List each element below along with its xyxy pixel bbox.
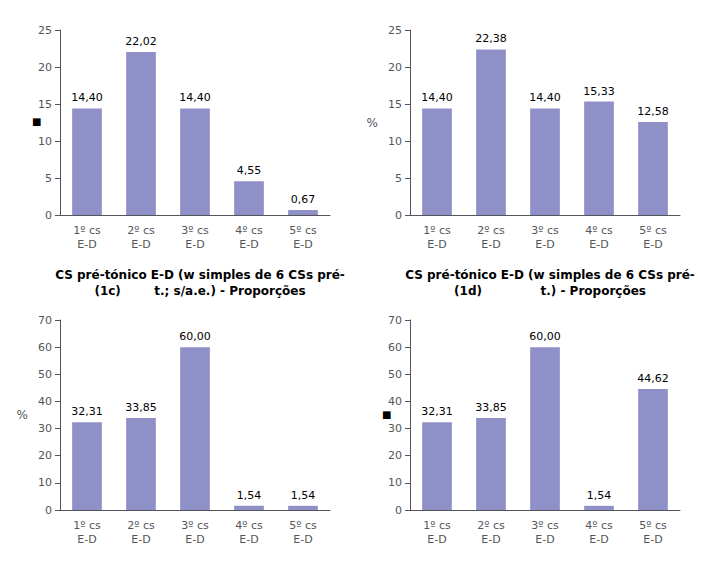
svg-text:CS pré-tónico E-D (w simples d: CS pré-tónico E-D (w simples de 6 CSs pr… [55,268,345,282]
svg-text:2º cs: 2º cs [127,224,155,237]
svg-text:2º cs: 2º cs [477,224,505,237]
svg-text:4,55: 4,55 [237,164,262,177]
svg-text:E-D: E-D [293,533,312,546]
svg-text:1º cs: 1º cs [73,224,101,237]
svg-text:5º cs: 5º cs [289,224,317,237]
svg-text:15,33: 15,33 [583,85,615,98]
svg-text:(1c) t.; s/a.e.) - Prop: (1c) t.; s/a.e.) - Proporções [94,284,305,298]
svg-text:E-D: E-D [481,238,500,251]
svg-text:60,00: 60,00 [179,330,211,343]
svg-text:3º cs: 3º cs [181,519,209,532]
svg-text:14,40: 14,40 [71,91,103,104]
svg-text:5: 5 [45,172,52,185]
svg-text:E-D: E-D [185,533,204,546]
svg-text:70: 70 [388,314,402,327]
svg-text:5º cs: 5º cs [639,519,667,532]
svg-text:10: 10 [38,135,52,148]
svg-text:30: 30 [388,422,402,435]
svg-text:■: ■ [32,116,41,127]
svg-text:14,40: 14,40 [529,91,561,104]
svg-text:E-D: E-D [185,238,204,251]
svg-text:E-D: E-D [643,238,662,251]
svg-text:44,62: 44,62 [637,372,669,385]
svg-text:E-D: E-D [427,533,446,546]
svg-text:33,85: 33,85 [475,401,507,414]
svg-text:2º cs: 2º cs [127,519,155,532]
svg-text:60: 60 [38,341,52,354]
svg-text:20: 20 [38,61,52,74]
svg-text:5º cs: 5º cs [289,519,317,532]
svg-text:10: 10 [38,476,52,489]
svg-text:E-D: E-D [239,533,258,546]
svg-text:5º cs: 5º cs [639,224,667,237]
svg-text:■: ■ [382,409,391,420]
svg-text:E-D: E-D [589,533,608,546]
svg-text:20: 20 [388,449,402,462]
svg-text:E-D: E-D [481,533,500,546]
svg-text:32,31: 32,31 [71,405,103,418]
svg-text:E-D: E-D [293,238,312,251]
svg-text:E-D: E-D [77,238,96,251]
svg-text:4º cs: 4º cs [235,224,263,237]
svg-text:30: 30 [38,422,52,435]
svg-text:CS pré-tónico E-D (w simples d: CS pré-tónico E-D (w simples de 6 CSs pr… [405,268,695,282]
svg-text:E-D: E-D [535,238,554,251]
svg-text:60: 60 [388,341,402,354]
svg-text:1,54: 1,54 [237,489,262,502]
svg-text:%: % [17,408,28,422]
svg-text:32,31: 32,31 [421,405,453,418]
svg-text:0: 0 [395,504,402,517]
svg-text:0: 0 [395,209,402,222]
svg-text:E-D: E-D [77,533,96,546]
svg-text:50: 50 [388,368,402,381]
svg-text:12,58: 12,58 [637,105,669,118]
svg-text:20: 20 [388,61,402,74]
svg-text:10: 10 [388,476,402,489]
svg-text:E-D: E-D [427,238,446,251]
svg-text:5: 5 [395,172,402,185]
svg-text:50: 50 [38,368,52,381]
svg-text:25: 25 [388,24,402,37]
svg-text:33,85: 33,85 [125,401,157,414]
svg-text:4º cs: 4º cs [585,519,613,532]
svg-text:3º cs: 3º cs [531,224,559,237]
svg-text:1,54: 1,54 [587,489,612,502]
svg-text:4º cs: 4º cs [585,224,613,237]
svg-text:3º cs: 3º cs [531,519,559,532]
svg-text:20: 20 [38,449,52,462]
svg-text:1º cs: 1º cs [423,519,451,532]
svg-text:(1d) t.) - Propor: (1d) t.) - Proporções [454,284,646,298]
svg-text:E-D: E-D [643,533,662,546]
svg-text:3º cs: 3º cs [181,224,209,237]
svg-text:1º cs: 1º cs [423,224,451,237]
svg-text:%: % [367,116,378,130]
svg-text:22,02: 22,02 [125,35,157,48]
svg-text:E-D: E-D [589,238,608,251]
svg-text:2º cs: 2º cs [477,519,505,532]
svg-text:1º cs: 1º cs [73,519,101,532]
svg-text:0: 0 [45,209,52,222]
svg-text:15: 15 [388,98,402,111]
svg-text:E-D: E-D [131,238,150,251]
svg-text:70: 70 [38,314,52,327]
svg-text:10: 10 [388,135,402,148]
svg-text:E-D: E-D [239,238,258,251]
svg-text:E-D: E-D [535,533,554,546]
svg-text:15: 15 [38,98,52,111]
svg-text:0,67: 0,67 [291,193,316,206]
svg-text:40: 40 [38,395,52,408]
svg-text:4º cs: 4º cs [235,519,263,532]
svg-text:14,40: 14,40 [179,91,211,104]
svg-text:1,54: 1,54 [291,489,316,502]
svg-text:0: 0 [45,504,52,517]
svg-text:22,38: 22,38 [475,32,507,45]
svg-text:E-D: E-D [131,533,150,546]
svg-text:14,40: 14,40 [421,91,453,104]
svg-text:60,00: 60,00 [529,330,561,343]
svg-text:40: 40 [388,395,402,408]
svg-text:25: 25 [38,24,52,37]
